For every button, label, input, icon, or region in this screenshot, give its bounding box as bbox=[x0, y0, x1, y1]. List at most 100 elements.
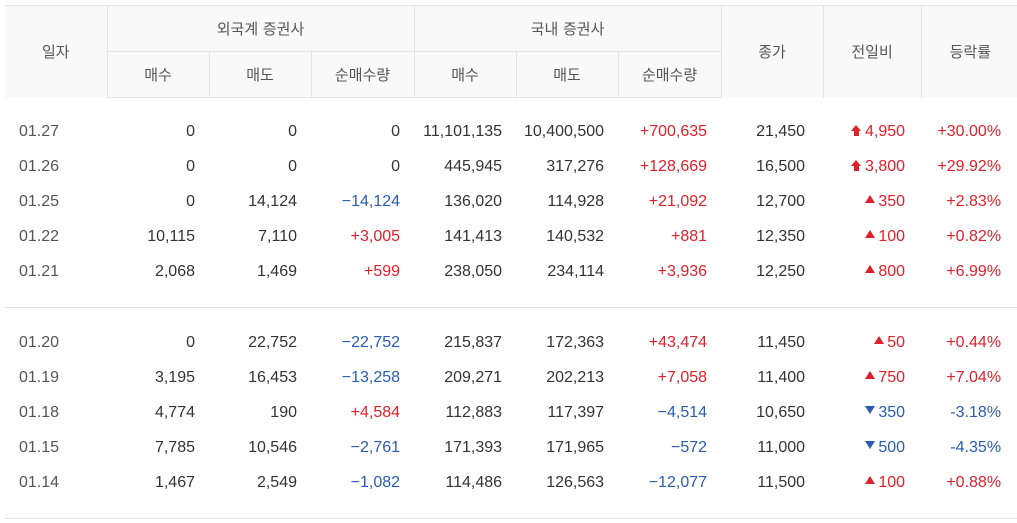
cell-domestic-buy: 11,101,135 bbox=[423, 122, 503, 140]
upper-limit-arrow-icon bbox=[851, 124, 862, 136]
cell-domestic-buy: 209,271 bbox=[444, 368, 503, 386]
cell-change: 500 bbox=[823, 430, 921, 465]
cell-foreign-buy: 7,785 bbox=[154, 438, 195, 456]
cell-domestic-buy: 171,393 bbox=[444, 438, 503, 456]
cell-domestic-buy: 215,837 bbox=[444, 333, 503, 351]
cell-foreign-sell: 0 bbox=[288, 122, 297, 140]
cell-domestic-sell: 117,397 bbox=[547, 403, 605, 421]
cell-domestic-net: +881 bbox=[671, 227, 708, 245]
change-value: 800 bbox=[878, 262, 906, 280]
cell-domestic-net: +700,635 bbox=[639, 122, 708, 140]
cell-foreign-buy: 4,774 bbox=[154, 403, 195, 421]
cell-date: 01.20 bbox=[19, 333, 60, 351]
cell-close-price: 10,650 bbox=[756, 403, 806, 421]
cell-date: 01.27 bbox=[19, 122, 60, 140]
cell-change-rate: +7.04% bbox=[946, 368, 1002, 386]
cell-domestic-sell: 114,928 bbox=[547, 192, 605, 210]
cell-close-price: 12,350 bbox=[756, 227, 806, 245]
cell-change-rate: +0.44% bbox=[946, 333, 1002, 351]
change-value: 4,950 bbox=[865, 122, 906, 140]
cell-change-rate: +30.00% bbox=[937, 122, 1002, 140]
cell-date: 01.26 bbox=[19, 157, 60, 175]
cell-close-price: 11,400 bbox=[757, 368, 806, 386]
cell-foreign-buy: 0 bbox=[186, 157, 195, 175]
down-triangle-icon bbox=[865, 441, 876, 450]
cell-change: 350 bbox=[823, 184, 921, 219]
cell-domestic-buy: 114,486 bbox=[445, 473, 503, 491]
row-spacer bbox=[5, 98, 1017, 115]
cell-domestic-sell: 140,532 bbox=[546, 227, 605, 245]
cell-close-price: 21,450 bbox=[756, 122, 806, 140]
change-value: 100 bbox=[878, 227, 906, 245]
cell-domestic-net: −572 bbox=[671, 438, 708, 456]
cell-change: 100 bbox=[823, 219, 921, 254]
cell-foreign-net: −14,124 bbox=[341, 192, 401, 210]
cell-foreign-buy: 10,115 bbox=[147, 227, 195, 245]
header-change-rate: 등락률 bbox=[920, 5, 1017, 98]
cell-foreign-sell: 190 bbox=[270, 403, 297, 421]
cell-change-rate: +0.82% bbox=[946, 227, 1002, 245]
header-foreign-net: 순매수량 bbox=[310, 51, 415, 98]
change-value: 3,800 bbox=[865, 157, 906, 175]
cell-foreign-sell: 22,752 bbox=[248, 333, 297, 351]
cell-domestic-net: +21,092 bbox=[648, 192, 708, 210]
cell-foreign-net: +599 bbox=[363, 262, 401, 280]
cell-foreign-net: −1,082 bbox=[350, 473, 401, 491]
cell-domestic-net: +43,474 bbox=[648, 333, 708, 351]
cell-foreign-buy: 0 bbox=[186, 333, 195, 351]
change-value: 750 bbox=[878, 368, 906, 386]
header-domestic-buy: 매수 bbox=[413, 51, 517, 98]
cell-close-price: 11,000 bbox=[757, 438, 806, 456]
cell-date: 01.25 bbox=[19, 192, 60, 210]
table-row: 01.14 1,467 2,549 −1,082 114,486 126,563 −12,0… bbox=[5, 465, 1017, 500]
header-foreign-buy: 매수 bbox=[106, 51, 209, 98]
cell-date: 01.21 bbox=[19, 262, 60, 280]
table-row: 01.25 0 14,124 −14,124 136,020 114,928 +21,092… bbox=[5, 184, 1017, 219]
cell-domestic-net: −12,077 bbox=[648, 473, 708, 491]
cell-domestic-buy: 141,413 bbox=[444, 227, 503, 245]
cell-foreign-sell: 14,124 bbox=[248, 192, 297, 210]
cell-domestic-sell: 126,563 bbox=[546, 473, 605, 491]
cell-foreign-net: 0 bbox=[391, 157, 401, 175]
cell-date: 01.14 bbox=[19, 473, 60, 491]
cell-domestic-net: +128,669 bbox=[639, 157, 708, 175]
cell-date: 01.15 bbox=[19, 438, 60, 456]
cell-close-price: 16,500 bbox=[756, 157, 806, 175]
header-close-price: 종가 bbox=[720, 5, 824, 98]
cell-change: 750 bbox=[823, 360, 921, 395]
up-triangle-icon bbox=[865, 230, 876, 239]
table-body: 01.27 0 0 0 11,101,135 10,400,500 +700,635 21,4… bbox=[5, 98, 1017, 519]
cell-change-rate: +6.99% bbox=[946, 262, 1002, 280]
cell-domestic-net: +7,058 bbox=[657, 368, 708, 386]
up-triangle-icon bbox=[874, 336, 885, 345]
cell-close-price: 11,450 bbox=[757, 333, 806, 351]
cell-foreign-net: −13,258 bbox=[341, 368, 401, 386]
cell-foreign-buy: 2,068 bbox=[154, 262, 195, 280]
table-row: 01.21 2,068 1,469 +599 238,050 234,114 +3,936 1… bbox=[5, 254, 1017, 289]
cell-domestic-sell: 202,213 bbox=[546, 368, 605, 386]
cell-domestic-buy: 238,050 bbox=[444, 262, 503, 280]
up-triangle-icon bbox=[865, 195, 876, 204]
header-change: 전일비 bbox=[822, 5, 922, 98]
up-triangle-icon bbox=[865, 265, 876, 274]
table-row: 01.19 3,195 16,453 −13,258 209,271 202,213 +7,… bbox=[5, 360, 1017, 395]
cell-foreign-net: −2,761 bbox=[350, 438, 401, 456]
cell-foreign-buy: 3,195 bbox=[154, 368, 195, 386]
cell-foreign-net: −22,752 bbox=[341, 333, 401, 351]
cell-change: 100 bbox=[823, 465, 921, 500]
cell-change: 350 bbox=[823, 395, 921, 430]
cell-change: 800 bbox=[823, 254, 921, 289]
table-row: 01.27 0 0 0 11,101,135 10,400,500 +700,635 21,4… bbox=[5, 114, 1017, 149]
change-value: 100 bbox=[878, 473, 906, 491]
cell-foreign-net: +4,584 bbox=[350, 403, 401, 421]
cell-foreign-net: +3,005 bbox=[350, 227, 401, 245]
header-domestic-net: 순매수량 bbox=[617, 51, 722, 98]
cell-domestic-buy: 445,945 bbox=[444, 157, 503, 175]
cell-domestic-buy: 136,020 bbox=[444, 192, 503, 210]
cell-foreign-sell: 2,549 bbox=[256, 473, 297, 491]
cell-domestic-net: +3,936 bbox=[657, 262, 708, 280]
header-domestic-brokers: 국내 증권사 bbox=[413, 5, 722, 52]
header-foreign-brokers: 외국계 증권사 bbox=[106, 5, 415, 52]
row-spacer bbox=[5, 500, 1017, 519]
cell-change-rate: -3.18% bbox=[950, 403, 1002, 421]
